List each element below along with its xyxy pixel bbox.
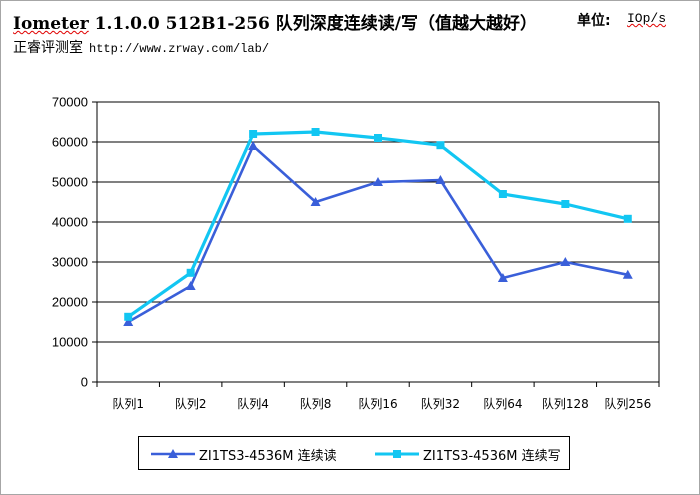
series-0-point — [185, 281, 196, 290]
unit-value: IOp/s — [627, 11, 667, 26]
subtitle-org: 正睿评测室 — [13, 40, 83, 56]
chart-title: Iometer 1.1.0.0 512B1-256 队列深度连续读/写（值越大越… — [13, 9, 537, 34]
series-0-point — [123, 317, 134, 326]
title-row: Iometer 1.1.0.0 512B1-256 队列深度连续读/写（值越大越… — [1, 7, 699, 34]
axes — [92, 101, 660, 387]
series-1-point — [498, 190, 507, 198]
legend-read-swatch — [151, 449, 195, 458]
y-tick-label: 40000 — [52, 215, 88, 230]
series-1-point — [186, 268, 195, 277]
y-tick-label: 50000 — [52, 175, 88, 190]
series-0-point — [310, 197, 321, 206]
x-tick-label: 队列4 — [237, 396, 269, 411]
legend-write-marker-icon — [393, 450, 401, 458]
chart-legend: ZI1TS3-4536M 连续读 ZI1TS3-4536M 连续写 — [138, 436, 570, 470]
x-tick-label: 队列256 — [604, 396, 651, 411]
legend-item-read: ZI1TS3-4536M 连续读 — [151, 445, 337, 464]
series-1-point — [311, 128, 320, 136]
y-tick-label: 70000 — [52, 95, 88, 110]
legend-write-label: ZI1TS3-4536M 连续写 — [423, 448, 561, 464]
x-tick-label: 队列64 — [483, 396, 522, 411]
series-1-point — [124, 312, 133, 321]
series-1-point — [623, 214, 632, 223]
y-tick-label: 20000 — [52, 295, 88, 310]
x-tick-label: 队列128 — [542, 396, 589, 411]
x-tick-label: 队列2 — [175, 396, 207, 411]
y-tick-label: 10000 — [52, 335, 88, 350]
series-0-point — [435, 175, 446, 184]
x-tick-label: 队列8 — [300, 396, 332, 411]
series-0-point — [248, 141, 259, 150]
legend-write-swatch — [375, 450, 419, 458]
chart-subtitle: 正睿评测室 http://www.zrway.com/lab/ — [13, 37, 269, 57]
legend-item-write: ZI1TS3-4536M 连续写 — [375, 445, 561, 464]
series-0-point — [622, 269, 633, 279]
unit-label: 单位: — [577, 13, 611, 29]
series-1-point — [561, 200, 570, 208]
series-0-point — [560, 257, 571, 266]
series-0-point — [373, 177, 383, 186]
y-tick-labels: 0 10000 20000 30000 40000 50000 60000 70000 — [52, 95, 88, 390]
series-layer — [123, 128, 633, 326]
legend-read-label: ZI1TS3-4536M 连续读 — [199, 448, 337, 464]
chart-title-text: 1.1.0.0 512B1-256 队列深度连续读/写（值越大越好） — [88, 14, 537, 34]
series-line-1 — [127, 130, 629, 319]
series-0-point — [497, 273, 508, 282]
series-1-point — [249, 130, 258, 138]
subtitle-url: http://www.zrway.com/lab/ — [89, 42, 270, 56]
x-tick-label: 队列16 — [358, 396, 397, 411]
series-line-0 — [127, 144, 629, 324]
chart-title-product: Iometer — [13, 14, 89, 34]
x-tick-label: 队列32 — [421, 396, 460, 411]
y-tick-label: 60000 — [52, 135, 88, 150]
y-tick-label: 0 — [81, 375, 88, 390]
y-tick-label: 30000 — [52, 255, 88, 270]
x-tick-labels: 队列1 队列2 队列4 队列8 队列16 队列32 队列64 队列128 队列256 — [112, 396, 651, 411]
series-1-point — [436, 141, 445, 150]
x-tick-label: 队列1 — [112, 396, 144, 411]
legend-read-marker-icon — [168, 449, 178, 458]
series-1-point — [374, 134, 382, 142]
